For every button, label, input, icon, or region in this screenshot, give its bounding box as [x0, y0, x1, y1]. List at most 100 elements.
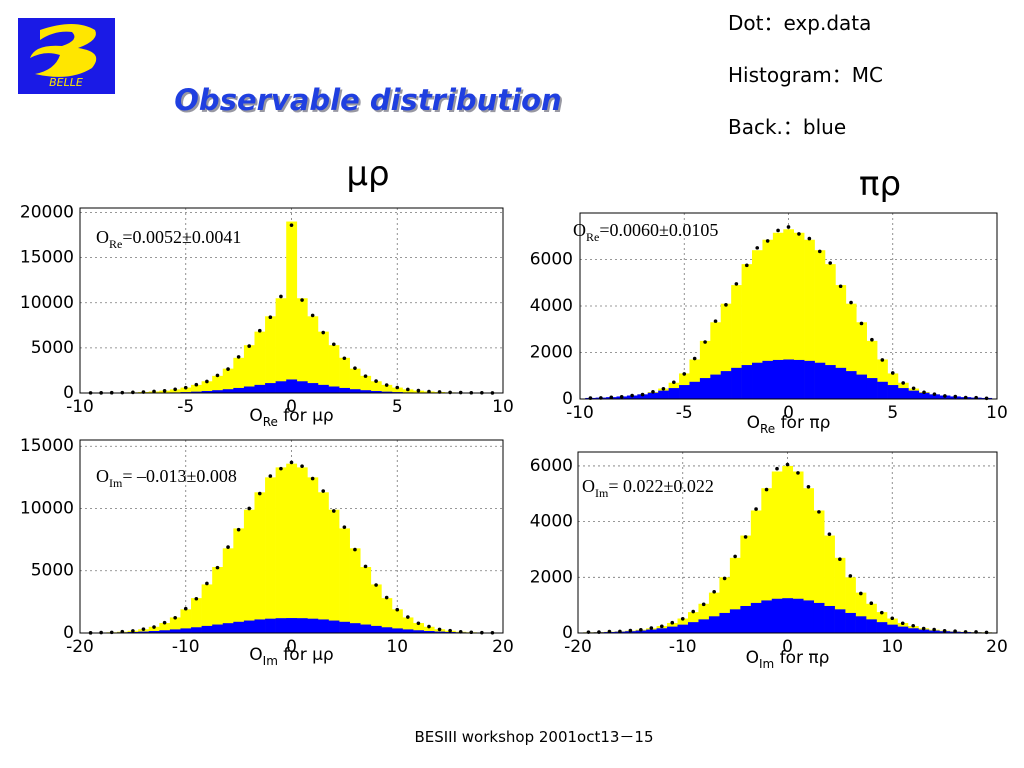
- histogram-bar: [782, 598, 794, 633]
- data-point: [670, 620, 675, 625]
- data-point: [363, 564, 368, 569]
- histogram-bar: [180, 628, 192, 633]
- data-point: [953, 394, 958, 399]
- data-point: [848, 574, 853, 578]
- histogram-bar: [824, 535, 835, 633]
- histogram-bar: [296, 467, 308, 633]
- data-point: [384, 595, 389, 600]
- histogram-bar: [750, 602, 762, 633]
- histogram-bar: [929, 394, 940, 399]
- histogram-bar: [887, 624, 898, 633]
- data-point: [754, 507, 758, 511]
- histogram-bar: [243, 620, 255, 633]
- annotation-main: O: [573, 220, 586, 240]
- histogram-bar: [762, 360, 774, 399]
- histogram-bar: [741, 365, 753, 399]
- data-point: [953, 629, 957, 633]
- data-point: [640, 392, 645, 397]
- histogram-bar: [679, 385, 690, 399]
- data-point: [236, 527, 241, 532]
- data-point: [817, 249, 822, 254]
- data-point: [374, 583, 378, 587]
- plot-border: [579, 212, 998, 400]
- histogram-bar: [138, 631, 150, 633]
- histogram-bar: [307, 383, 319, 393]
- histogram-bar: [761, 488, 773, 633]
- histogram-bar: [391, 628, 403, 633]
- histogram-bar: [897, 388, 909, 399]
- data-point: [890, 616, 895, 621]
- data-point: [353, 366, 357, 370]
- x-axis-label: OIm for μρ: [249, 645, 333, 668]
- histogram-bar: [866, 378, 878, 399]
- data-point: [183, 385, 188, 390]
- histogram-bar: [434, 631, 446, 633]
- data-point: [215, 373, 220, 378]
- x-tick-label: 10: [386, 637, 408, 657]
- histogram-bar: [793, 359, 805, 399]
- data-point: [651, 389, 655, 394]
- data-point: [353, 547, 357, 552]
- data-point: [901, 381, 905, 385]
- annotation-rest: = 0.022±0.022: [608, 476, 714, 496]
- histogram-bar: [689, 359, 701, 399]
- data-point: [268, 474, 273, 478]
- data-point: [236, 355, 241, 359]
- histogram-bar: [719, 612, 731, 633]
- x-tick-label: 5: [392, 397, 403, 417]
- annotation-sub: Re: [586, 230, 599, 244]
- histogram-chart: -10 -5 0 5 100200040006000ORe=0.0060±0.0105O…: [530, 212, 1008, 436]
- data-point: [300, 298, 304, 302]
- histogram-bar: [328, 386, 340, 393]
- histogram-bar: [212, 567, 224, 633]
- histogram-bar: [201, 625, 213, 633]
- data-point: [807, 236, 812, 241]
- data-point: [416, 388, 421, 393]
- data-point: [755, 246, 760, 250]
- histogram-bar: [265, 618, 276, 633]
- y-tick-label: 15000: [20, 436, 74, 456]
- histogram-bar: [699, 378, 711, 399]
- title-shadow: Observable distribution: [176, 85, 563, 119]
- x-tick-label: 10: [986, 403, 1008, 423]
- data-point: [247, 344, 251, 348]
- histogram-bar: [824, 264, 836, 399]
- data-point: [162, 388, 167, 393]
- x-tick-label: 0: [782, 637, 793, 657]
- histogram-bar: [845, 303, 857, 399]
- histogram-bar: [814, 362, 826, 399]
- data-point: [448, 628, 452, 633]
- y-tick-label: 0: [63, 623, 74, 643]
- histogram-bar: [381, 384, 393, 393]
- data-point: [796, 471, 800, 475]
- histogram-bar: [658, 390, 669, 399]
- annotation-rest: =0.0060±0.0105: [599, 220, 718, 240]
- histogram-bar: [148, 631, 160, 633]
- histogram-bar: [677, 624, 689, 633]
- histogram-bar: [286, 618, 298, 633]
- histogram-bar: [286, 379, 298, 393]
- histogram-bar: [222, 389, 234, 393]
- x-axis-label-sub: Im: [759, 657, 774, 671]
- histogram-bar: [699, 340, 711, 399]
- data-point: [152, 389, 156, 394]
- x-axis-label-main: O: [747, 413, 760, 433]
- x-tick-label: 10: [492, 397, 514, 417]
- data-point: [363, 374, 368, 378]
- histogram-bar: [233, 357, 245, 393]
- data-point: [680, 616, 685, 621]
- histogram-bar: [370, 584, 382, 633]
- histogram-bar: [349, 623, 361, 633]
- data-point: [173, 616, 177, 620]
- histogram-bar: [637, 394, 649, 399]
- data-point: [984, 396, 989, 401]
- data-point: [859, 321, 864, 326]
- histogram-bar: [243, 509, 255, 633]
- legend-line: Dot：exp.data: [728, 11, 871, 35]
- histogram-bar: [423, 626, 435, 633]
- x-tick-label: 0: [286, 397, 297, 417]
- x-axis-label-rest: for πρ: [774, 648, 829, 668]
- x-axis-label-sub: Re: [760, 422, 775, 436]
- y-tick-label: 0: [562, 389, 573, 409]
